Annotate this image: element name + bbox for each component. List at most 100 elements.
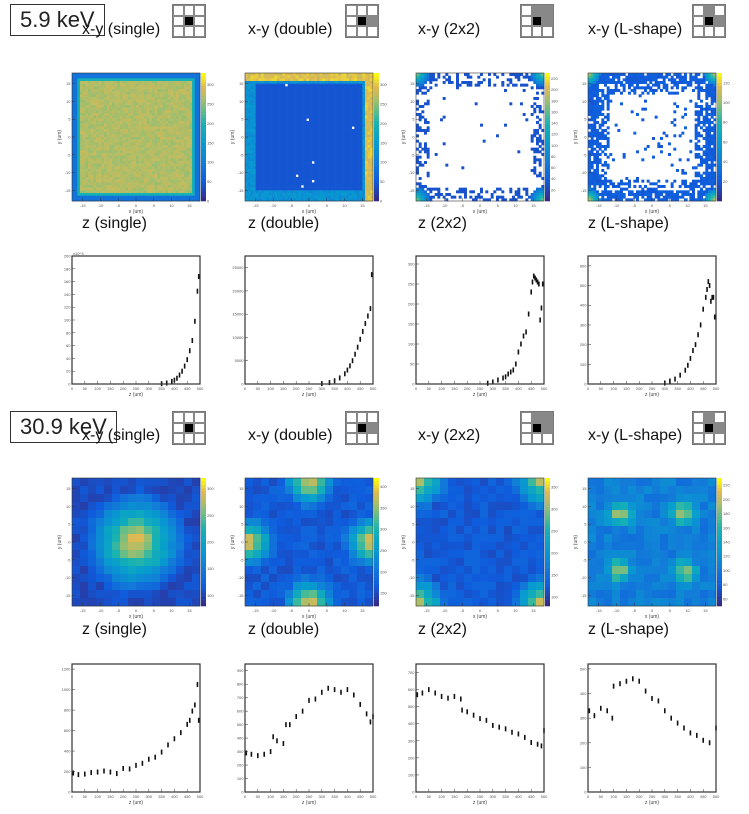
heatmap-cell (146, 78, 150, 82)
heatmap-cell (287, 193, 291, 196)
heatmap-cell (311, 113, 315, 116)
heatmap-cell (311, 99, 315, 103)
heatmap-cell (327, 198, 331, 202)
heatmap-cell (301, 150, 304, 154)
heatmap-cell (146, 102, 150, 106)
heatmap-cell (330, 81, 334, 84)
heatmap-cell (335, 174, 339, 178)
heatmap-cell (122, 153, 126, 156)
heatmap-cell (354, 139, 358, 143)
heatmap-cell (82, 94, 86, 98)
heatmap-cell (101, 129, 105, 132)
heatmap-cell (168, 94, 171, 98)
heatmap-cell (136, 155, 139, 159)
heatmap-cell (354, 166, 358, 170)
heatmap-cell (168, 107, 171, 111)
heatmap-cell (77, 97, 81, 100)
heatmap-cell (335, 177, 339, 180)
heatmap-cell (74, 179, 78, 183)
colorbar-tick-label: 300 (380, 82, 387, 87)
heatmap-cell (157, 174, 161, 178)
heatmap-cell (253, 174, 256, 178)
heatmap-cell (157, 163, 161, 167)
heatmap-cell (170, 110, 174, 114)
heatmap-cell (290, 166, 294, 170)
heatmap-cell (301, 187, 304, 191)
pixel-pattern-icon (345, 4, 379, 38)
heatmap-cell (362, 86, 366, 90)
heatmap-cell (82, 171, 86, 175)
heatmap-cell (253, 123, 256, 127)
heatmap-cell (309, 134, 312, 138)
heatmap-cell (141, 83, 145, 87)
heatmap-cell (346, 161, 350, 164)
heatmap-cell (341, 81, 344, 84)
heatmap-cell (181, 166, 185, 170)
heatmap-cell (421, 147, 425, 151)
heatmap-cell (253, 81, 256, 84)
heatmap-cell (311, 163, 315, 167)
heatmap-cell (189, 169, 193, 172)
heatmap-cell (144, 118, 147, 122)
heatmap-cell (72, 121, 75, 124)
heatmap-cell (112, 150, 115, 154)
heatmap-cell (168, 190, 171, 194)
heatmap-cell (359, 94, 363, 98)
heatmap-cell (245, 142, 248, 146)
heatmap-cell (189, 161, 193, 164)
heatmap-cell (330, 195, 334, 199)
heatmap-cell (90, 179, 94, 183)
heatmap-cell (311, 131, 315, 135)
heatmap-cell (343, 126, 347, 130)
heatmap-cell (77, 113, 81, 116)
heatmap-cell (325, 137, 328, 140)
heatmap-cell (367, 94, 371, 98)
heatmap-cell (298, 107, 302, 111)
heatmap-cell (138, 81, 142, 84)
heatmap-cell (197, 177, 201, 180)
heatmap-cell (354, 97, 358, 100)
heatmap-cell (168, 75, 171, 79)
heatmap-cell (351, 137, 355, 140)
heatmap-cell (186, 190, 190, 194)
heatmap-cell (279, 113, 283, 116)
heatmap-cell (186, 147, 190, 151)
heatmap-cell (279, 171, 283, 175)
heatmap-cell (330, 190, 334, 194)
heatmap-cell (186, 179, 190, 183)
heatmap-cell (136, 129, 139, 132)
heatmap-cell (333, 89, 336, 92)
heatmap-cell (247, 137, 251, 140)
heatmap-cell (130, 129, 134, 132)
heatmap-cell (424, 131, 427, 135)
heatmap-cell (88, 107, 91, 111)
heatmap-cell (98, 163, 102, 167)
heatmap-cell (247, 107, 251, 111)
heatmap-cell (104, 198, 107, 202)
heatmap-cell (261, 107, 264, 111)
heatmap-cell (250, 78, 254, 82)
heatmap-cell (144, 147, 147, 151)
heatmap-cell (258, 78, 262, 82)
heatmap-cell (106, 89, 110, 92)
heatmap-cell (160, 198, 163, 202)
heatmap-cell (130, 195, 134, 199)
heatmap-cell (72, 155, 75, 159)
heatmap-cell (117, 131, 121, 135)
heatmap-cell (456, 75, 459, 79)
heatmap-cell (138, 75, 142, 79)
heatmap-cell (128, 190, 131, 194)
heatmap-cell (298, 182, 302, 186)
heatmap-cell (416, 169, 419, 172)
heatmap-cell (194, 195, 198, 199)
heatmap-cell (325, 105, 328, 108)
heatmap-cell (194, 118, 198, 122)
heatmap-cell (274, 139, 278, 143)
heatmap-cell (146, 91, 150, 95)
heatmap-cell (338, 81, 342, 84)
heatmap-cell (146, 174, 150, 178)
heatmap-cell (335, 161, 339, 164)
heatmap-cell (338, 105, 342, 108)
heatmap-cell (269, 81, 272, 84)
heatmap-cell (370, 158, 374, 162)
